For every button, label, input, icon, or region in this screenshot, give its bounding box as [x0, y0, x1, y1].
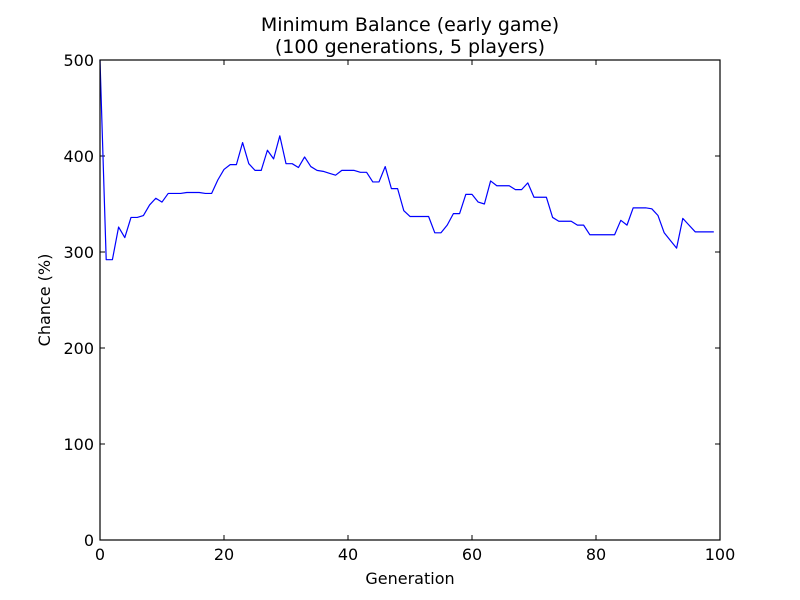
chart-title-line2: (100 generations, 5 players): [275, 36, 545, 58]
series-line: [99, 59, 714, 261]
axis-ticks: [99, 59, 721, 541]
y-tick-label: 300: [63, 243, 94, 262]
x-tick-label: 40: [338, 545, 358, 564]
x-tick-label: 80: [586, 545, 606, 564]
chart-title-line1: Minimum Balance (early game): [261, 14, 559, 36]
x-tick-label: 60: [462, 545, 482, 564]
y-axis-label: Chance (%): [35, 254, 54, 347]
x-tick-label: 100: [705, 545, 736, 564]
axis-tick-labels: 0 20 40 60 80 100 0 100 200 300 400 500: [63, 51, 735, 564]
y-tick-label: 0: [84, 531, 94, 550]
y-tick-label: 100: [63, 435, 94, 454]
x-tick-label: 20: [214, 545, 234, 564]
y-tick-label: 500: [63, 51, 94, 70]
plot-frame: [99, 59, 721, 541]
x-tick-label: 0: [95, 545, 105, 564]
x-axis-label: Generation: [365, 569, 454, 588]
y-tick-label: 400: [63, 147, 94, 166]
series-layer: [99, 59, 714, 261]
y-tick-label: 200: [63, 339, 94, 358]
